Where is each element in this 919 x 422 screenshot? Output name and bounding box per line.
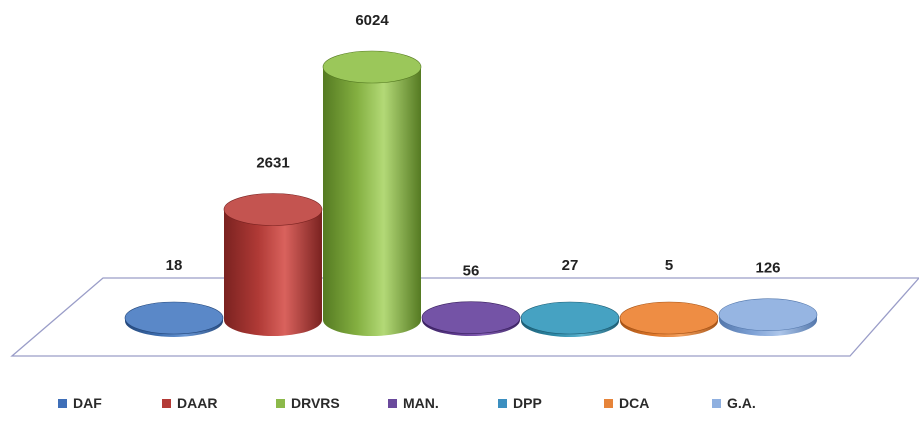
legend-item-daf: DAF xyxy=(58,393,102,413)
bar-man xyxy=(421,301,521,336)
legend-swatch xyxy=(276,398,285,408)
bars-layer xyxy=(124,50,818,337)
legend-item-g-a: G.A. xyxy=(712,393,756,413)
legend-swatch xyxy=(162,398,171,408)
data-label-daar: 2631 xyxy=(256,155,289,172)
legend-label: DPP xyxy=(513,395,542,411)
bar-top-daf xyxy=(124,301,224,335)
legend-label: DCA xyxy=(619,395,650,411)
bar-top-dpp xyxy=(520,301,620,335)
legend-label: DAAR xyxy=(177,395,218,411)
data-labels-layer: 18 2631 6024 56 27 5 126 xyxy=(166,12,781,280)
legend-label: DAF xyxy=(73,395,102,411)
bar-daar xyxy=(223,193,323,336)
legend-swatch xyxy=(58,398,67,408)
bar-top-g-a xyxy=(718,298,818,332)
legend-swatch xyxy=(388,398,397,408)
legend-item-dpp: DPP xyxy=(498,393,542,413)
legend-item-dca: DCA xyxy=(604,393,649,413)
legend-swatch xyxy=(498,398,507,408)
data-label-g-a: 126 xyxy=(755,260,780,277)
data-label-dca: 5 xyxy=(665,257,673,274)
legend-item-man: MAN. xyxy=(388,393,439,413)
data-label-dpp: 27 xyxy=(562,257,579,274)
legend-label: G.A. xyxy=(727,395,756,411)
bar-top-man xyxy=(421,301,521,334)
data-label-man: 56 xyxy=(463,263,480,280)
legend-swatch xyxy=(712,398,721,408)
bar-dpp xyxy=(520,301,620,337)
bar-g-a xyxy=(718,298,818,336)
legend: DAF DAAR DRVRS MAN. DPP DCA G.A. xyxy=(58,393,918,413)
bar-body-daar xyxy=(224,209,322,336)
legend-label: MAN. xyxy=(403,395,439,411)
bar-daf xyxy=(124,301,224,337)
bar-body-drvrs xyxy=(323,67,421,336)
bar-drvrs xyxy=(322,50,422,336)
data-label-drvrs: 6024 xyxy=(355,12,389,29)
bar-dca xyxy=(619,301,719,337)
bar-top-daar xyxy=(223,193,323,226)
data-label-daf: 18 xyxy=(166,257,183,274)
legend-item-drvrs: DRVRS xyxy=(276,393,340,413)
legend-label: DRVRS xyxy=(291,395,340,411)
legend-swatch xyxy=(604,398,613,408)
bar-top-drvrs xyxy=(322,50,422,84)
legend-item-daar: DAAR xyxy=(162,393,217,413)
bar-top-dca xyxy=(619,301,719,335)
